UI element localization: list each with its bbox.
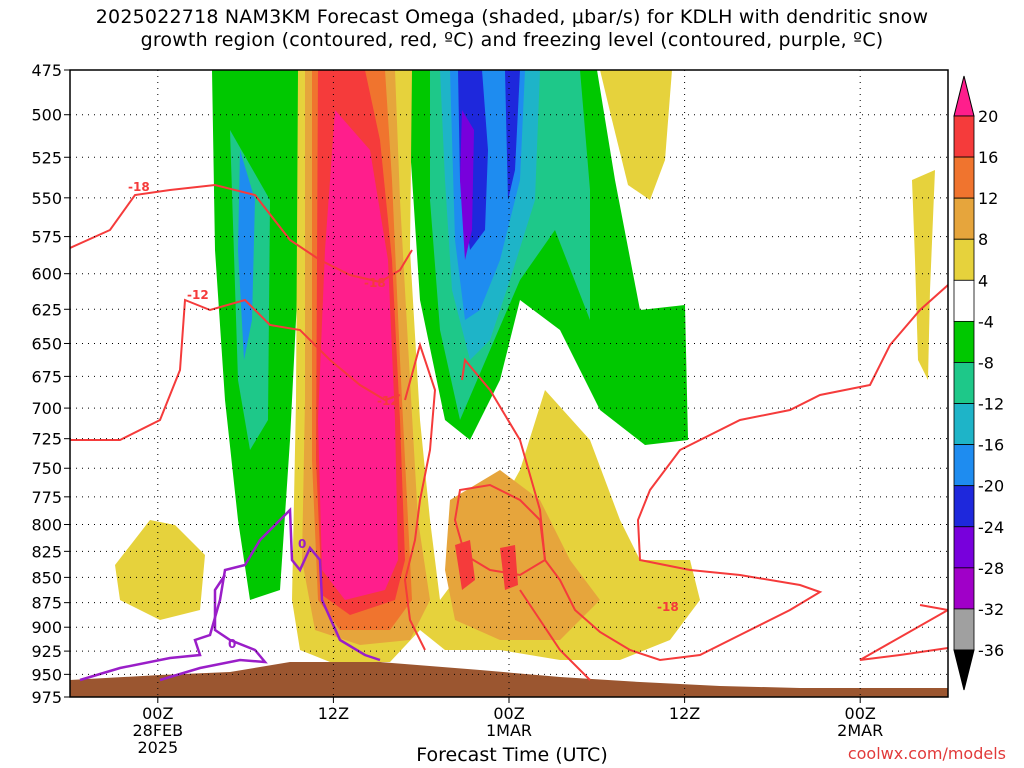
x-tick-label: 2MAR <box>837 721 883 740</box>
colorbar-bin <box>953 197 975 240</box>
y-tick-label: 525 <box>31 148 62 167</box>
colorbar-bin <box>953 279 975 322</box>
contour-label: -12 <box>377 394 399 408</box>
y-tick-label: 775 <box>31 488 62 507</box>
dgz-contour-bottom <box>519 589 591 681</box>
y-tick-label: 500 <box>31 106 62 125</box>
colorbar-label: -12 <box>978 395 1004 414</box>
x-tick-label: 1MAR <box>486 721 532 740</box>
colorbar-bin <box>953 403 975 446</box>
y-tick-label: 575 <box>31 228 62 247</box>
y-tick-label: 650 <box>31 334 62 353</box>
dgz-contour-lower <box>403 341 437 651</box>
omega-sink-blue-2 <box>238 150 255 360</box>
y-tick-label: 475 <box>31 61 62 80</box>
colorbar-label: 12 <box>978 189 998 208</box>
y-tick-label: 800 <box>31 516 62 535</box>
y-tick-label: 900 <box>31 618 62 637</box>
colorbar-bin <box>953 362 975 404</box>
y-tick-label: 750 <box>31 459 62 478</box>
contour-labels: -18 -12 -18 -12 -18 0 0 <box>128 180 679 651</box>
colorbar-bottom-triangle <box>953 649 975 691</box>
contour-label: -12 <box>187 288 209 302</box>
contour-label: 0 <box>228 637 236 651</box>
colorbar-label: -36 <box>978 641 1004 660</box>
colorbar-label: -8 <box>978 353 994 372</box>
x-tick-label: 00Z <box>845 704 876 723</box>
colorbar-label: 4 <box>978 271 988 290</box>
contour-label: -18 <box>364 276 386 290</box>
freezing-level-contour-2 <box>159 574 268 682</box>
colorbar-label: -32 <box>978 600 1004 619</box>
colorbar-bin <box>953 485 975 528</box>
omega-sink-purple <box>460 110 474 260</box>
y-tick-label: 675 <box>31 367 62 386</box>
gridlines <box>70 70 948 697</box>
x-tick-label: 28FEB <box>132 721 183 740</box>
y-tick-label: 950 <box>31 665 62 684</box>
terrain-fill <box>70 662 948 697</box>
contour-label: -18 <box>657 600 679 614</box>
y-tick-label: 925 <box>31 642 62 661</box>
dgz-contour-right-bottom <box>859 604 948 661</box>
colorbar-label: 16 <box>978 148 998 167</box>
colorbar-label: -4 <box>978 312 994 331</box>
colorbar-bin <box>953 156 975 199</box>
colorbar: 20 16 12 8 4 -4 -8 -12 -16 -20 -24 -28 -32 -36 <box>953 75 1004 691</box>
chart-title-line2: growth region (contoured, red, ºC) and f… <box>140 29 884 51</box>
y-axis: 475 500 525 550 575 600 625 650 675 700 725 750 775 8… <box>31 61 70 707</box>
omega-rise-yellow-low-left <box>115 520 205 620</box>
colorbar-label: 8 <box>978 230 988 249</box>
dgz-contour-inner-loop <box>453 483 547 577</box>
colorbar-label: -20 <box>978 477 1004 496</box>
omega-rise-yellow-edge <box>912 170 935 380</box>
y-tick-label: 600 <box>31 265 62 284</box>
colorbar-bin <box>953 320 975 363</box>
colorbar-bin <box>953 608 975 651</box>
colorbar-label: 20 <box>978 107 998 126</box>
omega-rise-orange-2 <box>445 470 600 640</box>
y-tick-label: 550 <box>31 189 62 208</box>
colorbar-bin <box>953 444 975 487</box>
contour-label: -18 <box>128 180 150 194</box>
omega-rise-red-low-2 <box>500 545 518 590</box>
colorbar-bin <box>953 238 975 281</box>
chart-title-line1: 2025022718 NAM3KM Forecast Omega (shaded… <box>95 6 929 28</box>
omega-rise-magenta <box>318 110 398 600</box>
x-axis-title: Forecast Time (UTC) <box>416 744 608 766</box>
colorbar-top-triangle <box>953 75 975 117</box>
y-tick-label: 825 <box>31 542 62 561</box>
omega-sink-deepblue-2 <box>505 70 520 200</box>
dgz-contour-minus18 <box>70 183 413 284</box>
y-tick-label: 975 <box>31 688 62 707</box>
colorbar-bin <box>953 526 975 569</box>
colorbar-label: -16 <box>978 436 1004 455</box>
colorbar-bin <box>953 567 975 610</box>
omega-rise-yellow-aloft <box>600 70 672 200</box>
y-tick-label: 875 <box>31 594 62 613</box>
watermark: coolwx.com/models <box>847 744 1006 763</box>
omega-rise-red-low <box>455 540 475 590</box>
colorbar-label: -24 <box>978 518 1004 537</box>
x-tick-label: 12Z <box>669 704 700 723</box>
x-tick-label: 12Z <box>318 704 349 723</box>
y-tick-label: 625 <box>31 300 62 319</box>
x-tick-label: 00Z <box>142 704 173 723</box>
x-tick-label: 2025 <box>137 738 178 757</box>
y-tick-label: 700 <box>31 399 62 418</box>
dgz-contour-minus12 <box>70 298 401 441</box>
y-tick-label: 725 <box>31 430 62 449</box>
contour-label: 0 <box>298 537 306 551</box>
freezing-level-contour-1 <box>79 507 381 682</box>
colorbar-bin <box>953 115 975 158</box>
x-tick-label: 00Z <box>493 704 524 723</box>
colorbar-label: -28 <box>978 559 1004 578</box>
y-tick-label: 850 <box>31 568 62 587</box>
